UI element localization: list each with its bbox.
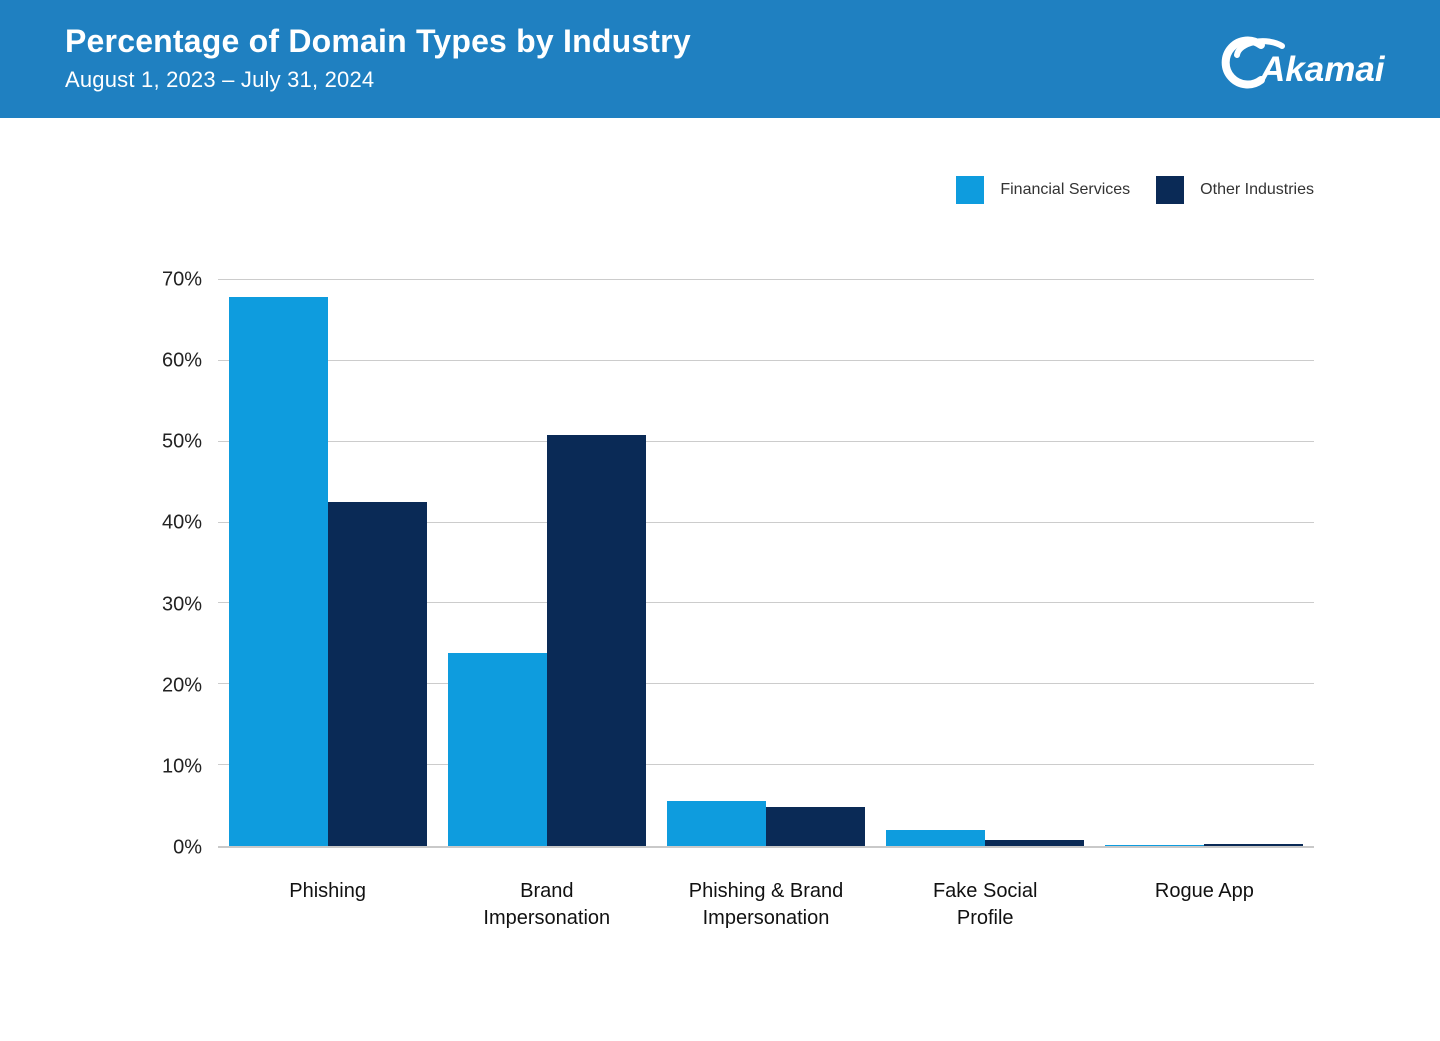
bar-group-rogue-app [1095, 280, 1314, 846]
y-tick-label-40: 40% [161, 511, 202, 534]
bar-financial-services-brand-impersonation [447, 652, 547, 846]
gridline-40 [218, 521, 1314, 523]
bar-group-fake-social-profile [876, 280, 1095, 846]
chart-legend: Financial Services Other Industries [956, 176, 1314, 204]
y-axis: 0% 10% 20% 30% 40% 50% 60% 70% [120, 269, 202, 859]
bar-other-industries-fake-social-profile [985, 840, 1085, 846]
x-tick-label-brand-impersonation: Brand Impersonation [483, 880, 611, 929]
page-title: Percentage of Domain Types by Industry [65, 23, 691, 59]
y-tick-label-20: 20% [161, 674, 202, 697]
akamai-logo-text: Akamai [1259, 50, 1386, 89]
financial-services-swatch-icon [956, 176, 985, 204]
gridline-30 [218, 602, 1314, 604]
header-banner: Percentage of Domain Types by Industry A… [0, 0, 1440, 118]
legend-label: Financial Services [1000, 181, 1131, 198]
bar-other-industries-phishing-brand-impersonation [766, 807, 865, 846]
bar-other-industries-brand-impersonation [546, 434, 646, 846]
gridline-20 [218, 683, 1314, 685]
other-industries-swatch-icon [1156, 176, 1185, 204]
x-axis: Phishing Brand Impersonation Phishing & Br… [218, 878, 1314, 932]
legend-item-financial-services: Financial Services [956, 176, 1130, 204]
gridline-10 [218, 764, 1314, 766]
y-tick-label-50: 50% [161, 430, 202, 453]
bar-group-phishing [218, 280, 437, 846]
y-tick-label-10: 10% [161, 755, 202, 778]
y-tick-label-30: 30% [161, 593, 202, 616]
plot-area [218, 279, 1314, 848]
akamai-logo-icon: Akamai [1221, 36, 1386, 89]
bar-groups [218, 280, 1314, 846]
date-range-subtitle: August 1, 2023 – July 31, 2024 [65, 67, 375, 92]
x-tick-label-phishing: Phishing [289, 880, 366, 902]
bar-other-industries-rogue-app [1204, 844, 1304, 846]
gridline-50 [218, 440, 1314, 442]
bar-group-phishing-brand-impersonation [656, 280, 875, 846]
legend-item-other-industries: Other Industries [1156, 176, 1314, 204]
y-tick-label-70: 70% [161, 268, 202, 291]
bar-financial-services-rogue-app [1105, 844, 1205, 846]
y-tick-label-0: 0% [173, 836, 202, 859]
x-tick-label-phishing-brand-impersonation: Phishing & Brand Impersonation [688, 880, 844, 929]
bar-financial-services-fake-social-profile [886, 829, 986, 846]
bar-financial-services-phishing-brand-impersonation [667, 801, 766, 846]
gridline-70 [218, 279, 1314, 280]
legend-label: Other Industries [1200, 181, 1314, 198]
x-tick-label-rogue-app: Rogue App [1154, 880, 1254, 902]
bar-financial-services-phishing [228, 296, 328, 846]
gridline-60 [218, 359, 1314, 361]
y-tick-label-60: 60% [161, 349, 202, 372]
bar-other-industries-phishing [327, 501, 427, 846]
x-tick-label-fake-social-profile: Fake Social Profile [932, 880, 1038, 929]
bar-group-brand-impersonation [437, 280, 656, 846]
